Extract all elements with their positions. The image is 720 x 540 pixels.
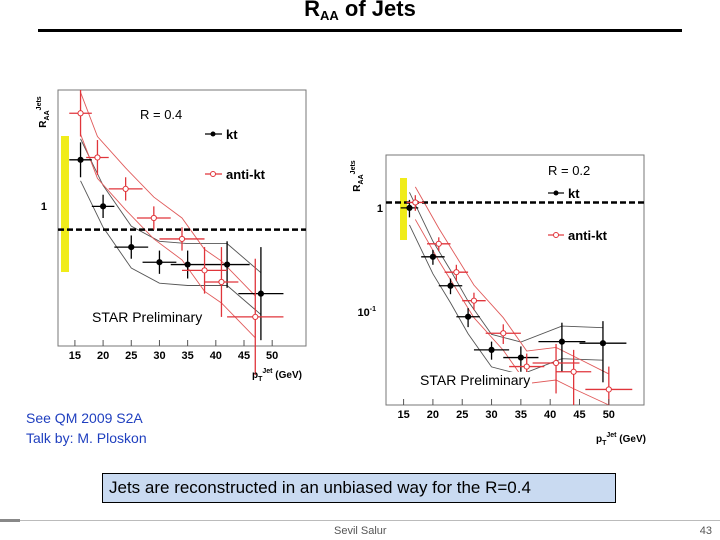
plot2-legend: kt anti-kt: [548, 186, 608, 243]
x-tick-label: 15: [69, 350, 81, 362]
plot2-yellow-highlight: [400, 178, 407, 240]
anti-kt-point: [500, 330, 507, 337]
plot2-xlabel: pTJet (GeV): [596, 432, 646, 447]
x-tick-label: 45: [573, 409, 585, 421]
kt-point: [77, 156, 84, 163]
anti-kt-point: [122, 185, 129, 193]
plot1-star-preliminary: STAR Preliminary: [90, 309, 205, 325]
plot2-ytick-tenth: 10-1: [358, 306, 377, 319]
anti-kt-point: [218, 278, 225, 286]
plot1-legend-antikt: anti-kt: [226, 167, 266, 182]
plot1-legend: kt anti-kt: [205, 127, 266, 182]
plot2-points: [400, 195, 633, 405]
anti-kt-point: [552, 359, 560, 367]
plot1-legend-kt: kt: [226, 127, 238, 142]
kt-point: [429, 253, 437, 260]
title-underline: [38, 29, 682, 32]
reference-note: See QM 2009 S2A Talk by: M. Ploskon: [26, 408, 147, 448]
legend-antikt-marker: [210, 171, 216, 177]
kt-point: [184, 261, 191, 268]
x-tick-label: 50: [603, 409, 615, 421]
x-tick-label: 40: [210, 350, 222, 362]
kt-point: [464, 313, 472, 320]
anti-kt-point: [178, 235, 186, 243]
x-tick-label: 45: [238, 350, 250, 362]
kt-point: [558, 338, 566, 345]
plot1-points: [69, 90, 284, 376]
kt-point: [406, 204, 413, 211]
anti-kt-band-edge: [80, 134, 256, 339]
slide-title: RAA of Jets: [304, 0, 416, 23]
plot2-legend-antikt: anti-kt: [568, 228, 608, 243]
plot1-yellow-highlight: [61, 136, 69, 272]
plot1-ytick-1: 1: [41, 201, 47, 213]
reference-line-1: See QM 2009 S2A: [26, 410, 143, 426]
legend2-kt-marker: [553, 190, 559, 196]
legend-kt-marker: [210, 131, 216, 137]
conclusion-callout: Jets are reconstructed in an unbiased wa…: [102, 473, 616, 503]
anti-kt-band-edge: [80, 92, 256, 297]
x-tick-label: 25: [456, 409, 468, 421]
x-tick-label: 20: [427, 409, 439, 421]
kt-point: [447, 282, 454, 289]
page-number: 43: [699, 525, 712, 537]
anti-kt-point: [435, 240, 442, 247]
anti-kt-point: [77, 110, 84, 117]
footer-rule: [0, 520, 720, 521]
plot2-radius-label: R = 0.2: [548, 163, 591, 178]
footer-accent: [0, 519, 20, 522]
plot1-radius-label: R = 0.4: [140, 107, 183, 122]
anti-kt-point: [252, 313, 259, 321]
kt-point: [99, 203, 107, 210]
anti-kt-point: [94, 154, 101, 161]
plot1-bands: [80, 92, 262, 339]
plot2-x-ticks: 15 20 25 30 35 40 45 50: [397, 399, 615, 421]
anti-kt-point: [523, 363, 530, 370]
x-tick-label: 30: [153, 350, 165, 362]
kt-point: [257, 290, 265, 297]
kt-point: [488, 346, 495, 353]
x-tick-label: 50: [266, 350, 278, 362]
plot2-ytick-1: 1: [377, 203, 383, 215]
anti-kt-point: [570, 368, 577, 375]
anti-kt-point: [605, 386, 612, 393]
plot1-ylabel: RAAJets: [36, 96, 51, 127]
anti-kt-band-edge: [414, 186, 610, 375]
svg-text:RAAJets: RAAJets: [350, 160, 365, 191]
kt-point: [128, 243, 135, 251]
plot2-frame: [385, 154, 645, 406]
x-tick-label: 25: [125, 350, 137, 362]
x-tick-label: 35: [182, 350, 194, 362]
plot1-xlabel: pTJet (GeV): [252, 368, 302, 383]
anti-kt-point: [412, 199, 419, 206]
plot1-x-ticks: 15 20 25 30 35 40 45 50: [69, 340, 278, 362]
x-tick-label: 20: [97, 350, 109, 362]
legend2-antikt-marker: [553, 232, 559, 238]
plot2-star-preliminary: STAR Preliminary: [418, 372, 533, 388]
anti-kt-point: [201, 267, 208, 274]
anti-kt-point: [453, 269, 460, 276]
kt-band-edge: [409, 192, 603, 343]
anti-kt-point: [470, 297, 478, 304]
kt-point: [223, 261, 231, 268]
kt-point: [599, 340, 607, 347]
x-tick-label: 40: [544, 409, 556, 421]
plot-r04: 15 20 25 30 35 40 45 50 RAAJets 1 pTJet (GeV) k…: [36, 89, 307, 383]
x-tick-label: 15: [397, 409, 409, 421]
plot-r02: 15 20 25 30 35 40 45 50 RAAJets 1 10-1 pTJet (G…: [350, 154, 646, 447]
footer-author: Sevil Salur: [334, 525, 387, 537]
kt-point: [156, 259, 163, 266]
x-tick-label: 30: [485, 409, 497, 421]
plot2-ylabel: RAAJets: [350, 160, 365, 191]
reference-line-2: Talk by: M. Ploskon: [26, 430, 147, 446]
x-tick-label: 35: [515, 409, 527, 421]
plot2-legend-kt: kt: [568, 186, 580, 201]
svg-text:RAAJets: RAAJets: [36, 96, 51, 127]
anti-kt-point: [150, 214, 157, 222]
kt-point: [517, 354, 524, 361]
